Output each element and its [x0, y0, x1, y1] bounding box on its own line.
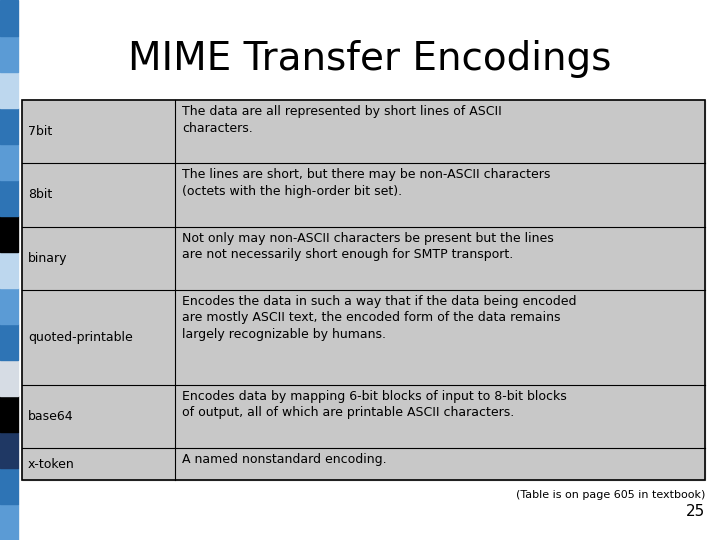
Text: A named nonstandard encoding.: A named nonstandard encoding.	[182, 454, 387, 467]
Bar	[0, 324, 18, 360]
Bar	[0, 432, 18, 468]
Bar	[0, 396, 18, 432]
Text: quoted-printable: quoted-printable	[28, 331, 132, 344]
Bar	[0, 180, 18, 216]
Text: 7bit: 7bit	[28, 125, 53, 138]
Bar	[0, 288, 18, 324]
Text: x-token: x-token	[28, 458, 75, 471]
Bar	[0, 504, 18, 540]
Bar	[0, 216, 18, 252]
Text: 25: 25	[685, 504, 705, 519]
Bar	[0, 0, 18, 36]
Bar	[0, 144, 18, 180]
Text: MIME Transfer Encodings: MIME Transfer Encodings	[128, 40, 612, 78]
Bar	[22, 100, 705, 480]
Text: (Table is on page 605 in textbook): (Table is on page 605 in textbook)	[516, 490, 705, 500]
Text: 8bit: 8bit	[28, 188, 53, 201]
Text: Encodes the data in such a way that if the data being encoded
are mostly ASCII t: Encodes the data in such a way that if t…	[182, 295, 577, 341]
Text: Encodes data by mapping 6-bit blocks of input to 8-bit blocks
of output, all of : Encodes data by mapping 6-bit blocks of …	[182, 390, 567, 420]
Bar	[0, 108, 18, 144]
Text: The data are all represented by short lines of ASCII
characters.: The data are all represented by short li…	[182, 105, 502, 134]
Bar	[0, 36, 18, 72]
Text: base64: base64	[28, 410, 73, 423]
Bar	[0, 360, 18, 396]
Text: Not only may non-ASCII characters be present but the lines
are not necessarily s: Not only may non-ASCII characters be pre…	[182, 232, 554, 261]
Bar	[0, 72, 18, 108]
Bar	[22, 100, 705, 480]
Bar	[0, 468, 18, 504]
Text: binary: binary	[28, 252, 68, 265]
Text: The lines are short, but there may be non-ASCII characters
(octets with the high: The lines are short, but there may be no…	[182, 168, 550, 198]
Bar	[0, 252, 18, 288]
